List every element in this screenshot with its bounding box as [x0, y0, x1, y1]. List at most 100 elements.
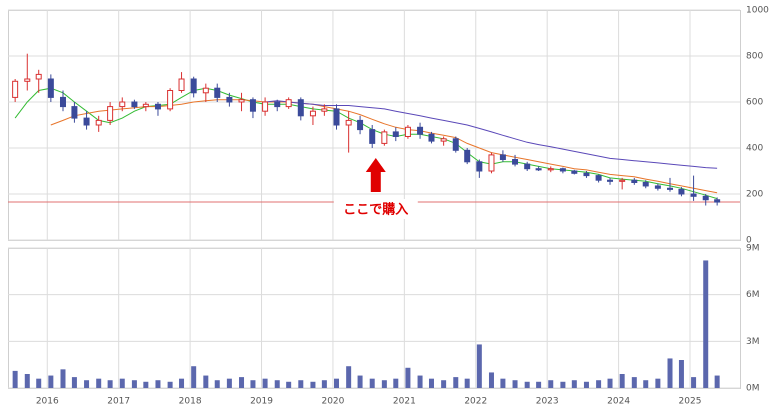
volume-bar [453, 377, 459, 388]
y-tick-label: 800 [746, 52, 763, 62]
candle-body [119, 101, 126, 108]
volume-bar [84, 380, 90, 388]
candle-body [154, 103, 161, 110]
volume-bar [71, 377, 77, 388]
candle-body [167, 90, 174, 110]
candle-body [690, 193, 697, 197]
annotation-arrow [365, 158, 386, 192]
volume-bar [571, 380, 577, 388]
volume-bar [393, 378, 399, 388]
volume-bar [381, 380, 387, 388]
candle-body [428, 133, 435, 142]
candle-body [547, 168, 554, 171]
volume-bar [678, 360, 684, 388]
y-tick-label: 200 [746, 190, 763, 200]
volume-bar [167, 381, 173, 388]
candle-body [333, 108, 340, 126]
volume-bar [488, 372, 494, 388]
candle-body [285, 99, 292, 108]
volume-bar [119, 378, 125, 388]
candle-body [678, 188, 685, 195]
candle-body [71, 106, 78, 119]
candle-body [524, 163, 531, 170]
candle-body [583, 172, 590, 177]
volume-bar [583, 381, 589, 388]
volume-bar [369, 378, 375, 388]
y-tick-label: 0 [746, 236, 752, 246]
volume-bar [48, 375, 54, 388]
candle-body [297, 99, 304, 117]
volume-bar [143, 381, 149, 388]
candle-body [404, 126, 411, 138]
volume-bar [667, 358, 673, 388]
candle-body [238, 99, 245, 103]
candle-body [595, 175, 602, 181]
volume-bar [357, 375, 363, 388]
candle-body [178, 78, 185, 91]
volume-bar [512, 380, 518, 388]
candle-body [190, 78, 197, 94]
x-tick-label: 2020 [321, 397, 344, 407]
volume-bar [500, 378, 506, 388]
volume-bar [524, 381, 530, 388]
volume-bar [714, 375, 720, 388]
candle-body [83, 117, 90, 126]
candle-body [476, 161, 483, 172]
x-tick-label: 2022 [464, 397, 487, 407]
candle-body [47, 78, 54, 98]
x-tick-label: 2017 [107, 397, 130, 407]
volume-bar [346, 366, 352, 388]
candle-body [392, 131, 399, 137]
annotation-text: ここで購入 [343, 202, 408, 218]
volume-bar [274, 380, 280, 388]
moving-average [265, 100, 718, 169]
candle-body [452, 138, 459, 151]
y-tick-label: 6M [746, 290, 760, 300]
volume-bar [607, 378, 613, 388]
candle-body [667, 187, 674, 190]
y-tick-label: 600 [746, 98, 763, 108]
volume-bar [631, 377, 637, 388]
candle-body [107, 106, 114, 121]
candle-body [654, 185, 661, 189]
volume-bar [286, 381, 292, 388]
volume-bar [12, 370, 18, 388]
candle-body [249, 99, 256, 112]
moving-average [50, 99, 718, 194]
volume-bar [417, 375, 423, 388]
x-tick-label: 2024 [607, 397, 630, 407]
candle-body [226, 96, 233, 103]
volume-bar [405, 367, 411, 388]
candle-body [262, 101, 269, 112]
candle-body [309, 110, 316, 117]
x-tick-label: 2021 [393, 397, 416, 407]
volume-bar [191, 366, 197, 388]
volume-bar [24, 374, 30, 388]
candle-body [345, 119, 352, 126]
y-tick-label: 400 [746, 144, 763, 154]
volume-bar [36, 378, 42, 388]
volume-bar [226, 378, 232, 388]
volume-bar [643, 380, 649, 388]
candle-body [35, 73, 42, 80]
candle-body [559, 168, 566, 172]
candle-body [381, 131, 388, 144]
x-tick-label: 2023 [536, 397, 559, 407]
y-tick-label: 9M [746, 244, 760, 254]
x-tick-label: 2016 [36, 397, 59, 407]
volume-bar [464, 378, 470, 388]
volume-bar [476, 344, 482, 388]
candle-body [488, 154, 495, 172]
candle-body [512, 159, 519, 165]
candle-body [535, 168, 542, 171]
candle-body [464, 149, 471, 163]
x-tick-label: 2019 [250, 397, 273, 407]
candle-body [214, 87, 221, 98]
volume-bar [548, 380, 554, 388]
candle-body [369, 129, 376, 144]
volume-bar [155, 380, 161, 388]
volume-bar [203, 375, 209, 388]
candle-body [95, 119, 102, 126]
candle-body [274, 101, 281, 108]
x-tick-label: 2025 [679, 397, 702, 407]
